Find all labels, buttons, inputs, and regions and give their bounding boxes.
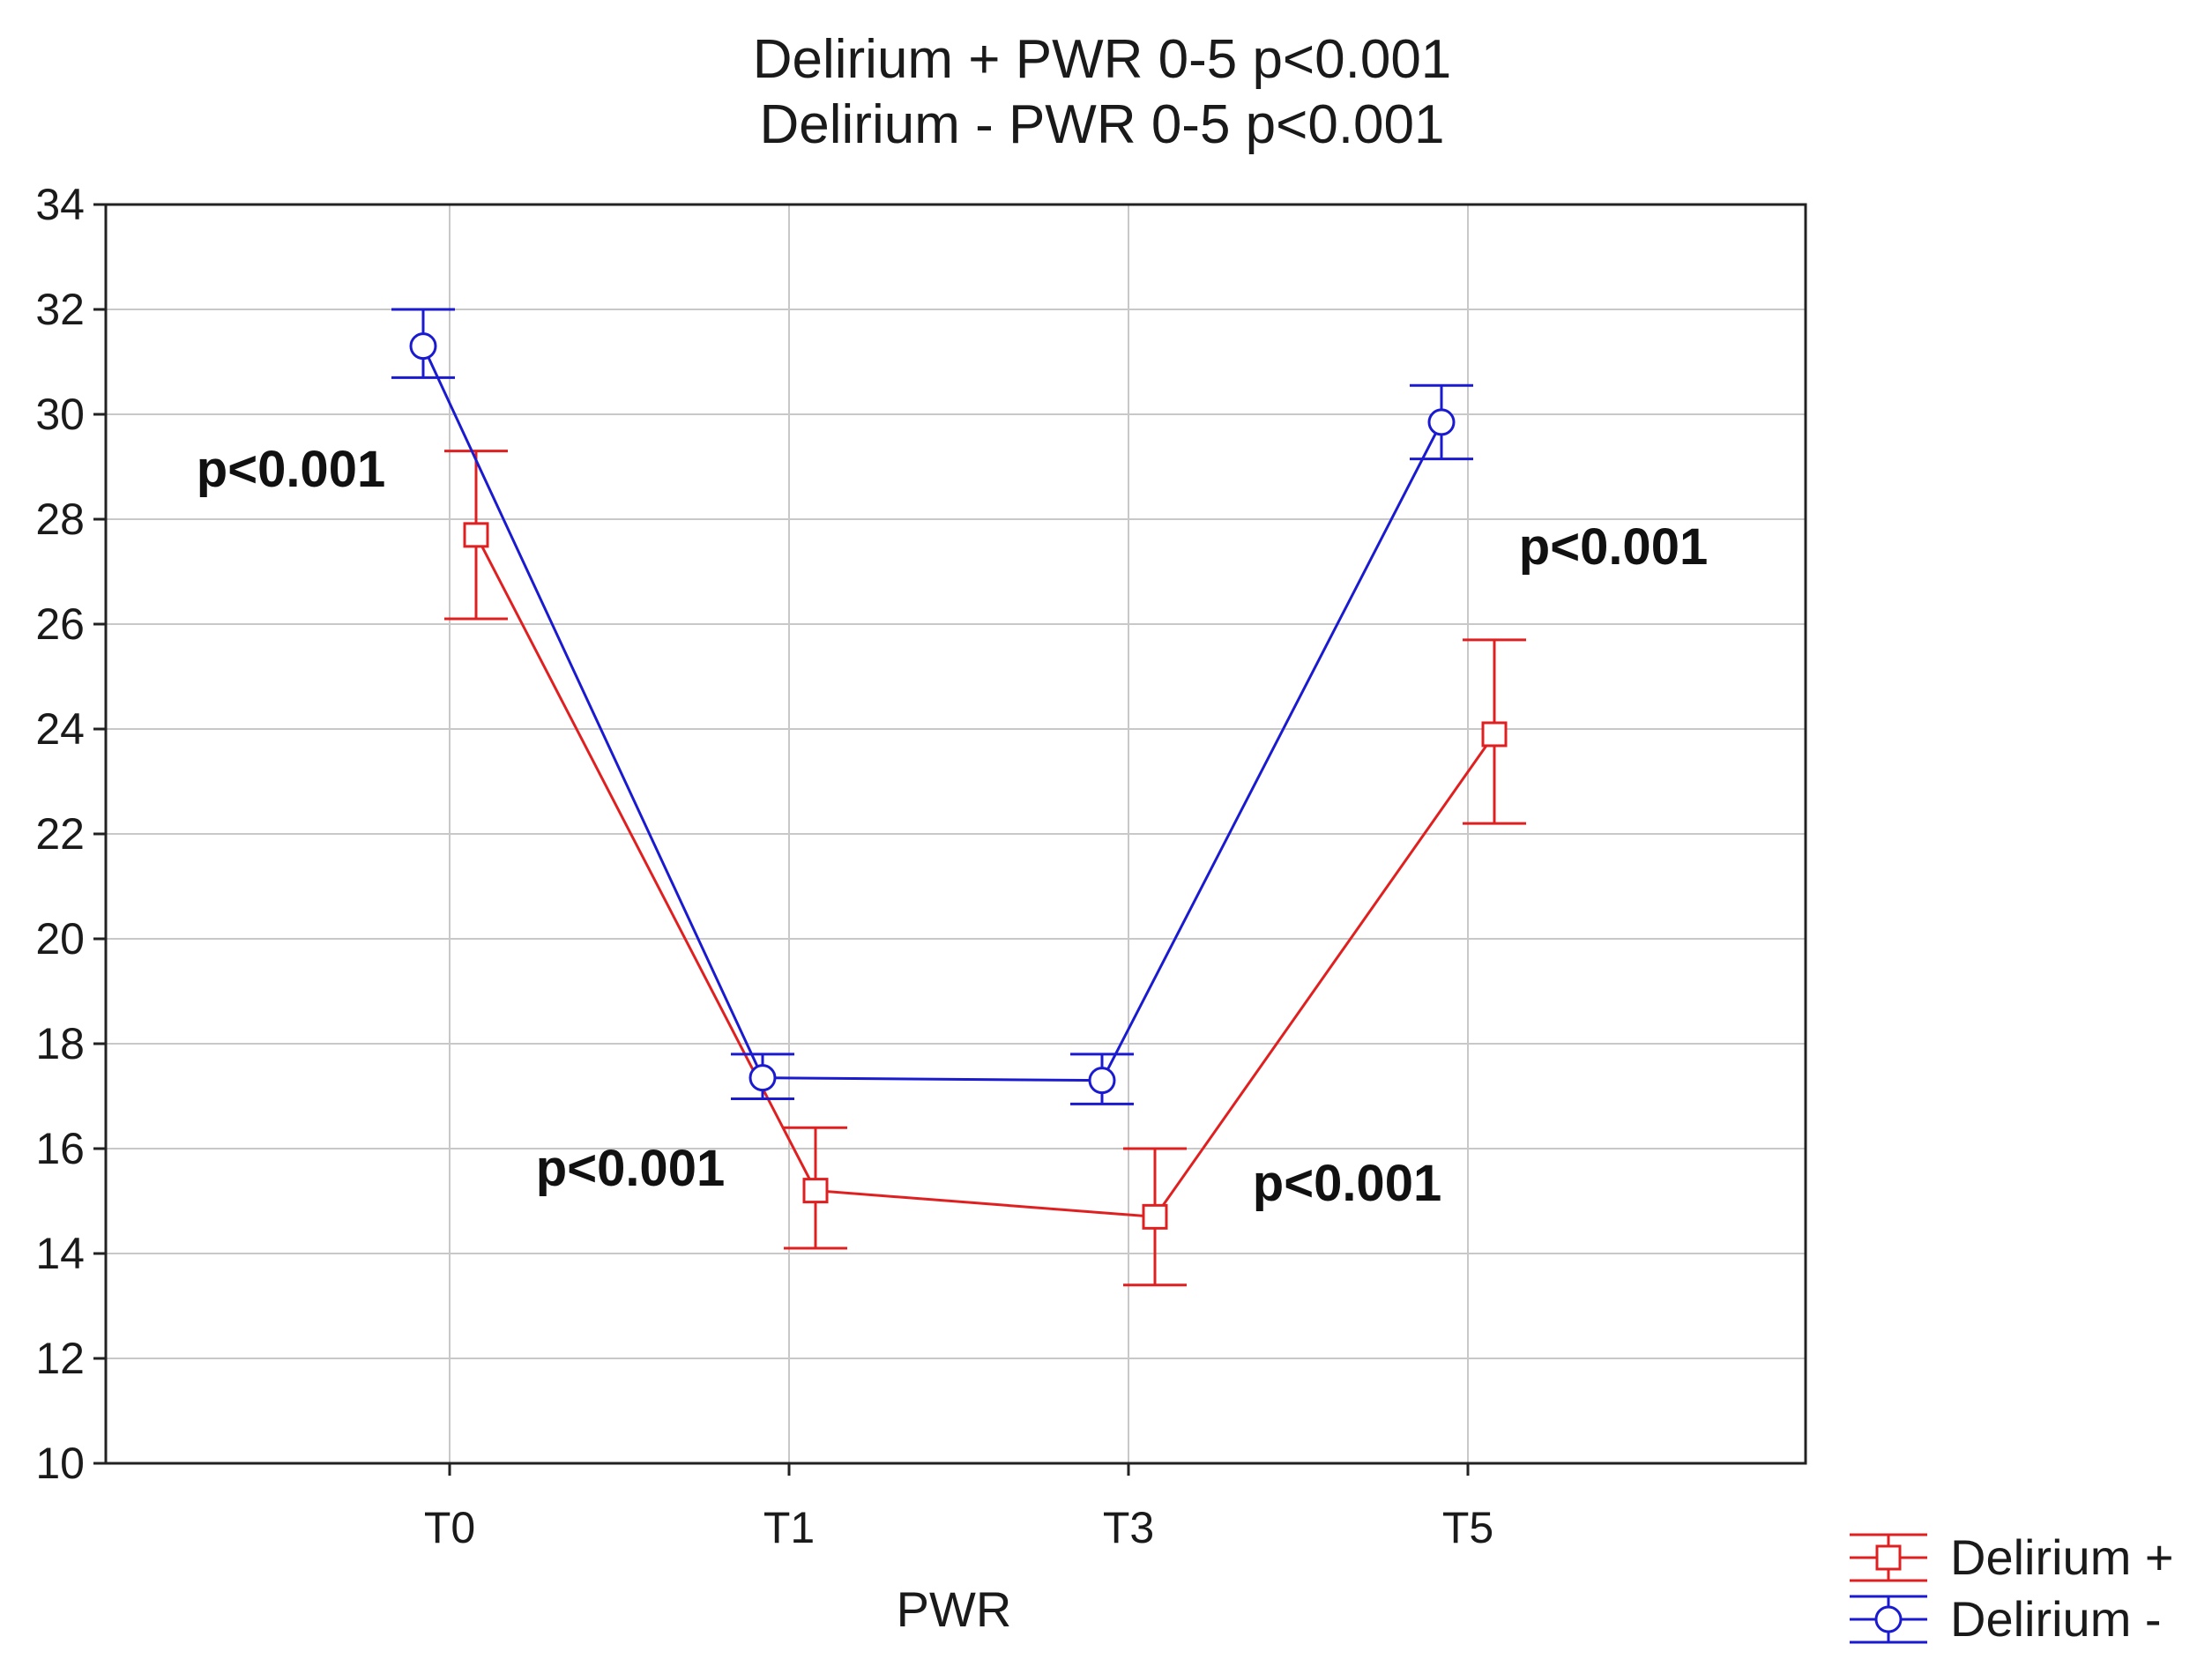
p-value-annotation-T3: p<0.001: [1253, 1155, 1441, 1212]
y-tick-label-34: 34: [35, 180, 85, 229]
y-tick-label-16: 16: [35, 1124, 85, 1173]
legend-label-delirium-minus: Delirium -: [1950, 1591, 2162, 1647]
data-point-delirium-minus-T0: [409, 332, 437, 361]
y-tick-label-20: 20: [35, 914, 85, 963]
legend: Delirium + Delirium -: [1850, 1529, 2174, 1647]
data-point-delirium-minus-T1: [749, 1064, 777, 1092]
plot-frame: [104, 203, 1807, 1465]
series-layer: [391, 308, 1526, 1287]
data-point-delirium-plus-T0: [463, 522, 489, 548]
p-value-annotation-T5: p<0.001: [1519, 518, 1708, 576]
p-value-annotation-T1: p<0.001: [536, 1140, 725, 1197]
chart-title-line-1: Delirium + PWR 0-5 p<0.001: [753, 29, 1452, 90]
y-tick-label-14: 14: [35, 1229, 85, 1278]
x-axis-ticks: T0 T1 T3 T5: [424, 1463, 1493, 1552]
legend-label-delirium-plus: Delirium +: [1950, 1529, 2174, 1585]
data-point-delirium-plus-T3: [1142, 1203, 1168, 1230]
series-delirium-minus: [391, 308, 1473, 1105]
data-point-delirium-plus-T1: [802, 1178, 829, 1204]
y-tick-label-26: 26: [35, 599, 85, 649]
data-point-delirium-plus-T5: [1481, 721, 1508, 748]
x-tick-label-T3: T3: [1103, 1503, 1154, 1552]
y-tick-label-28: 28: [35, 495, 85, 544]
y-tick-label-30: 30: [35, 390, 85, 439]
y-tick-label-24: 24: [35, 704, 85, 754]
legend-item-delirium-plus: Delirium +: [1850, 1529, 2174, 1585]
legend-item-delirium-minus: Delirium -: [1850, 1591, 2162, 1647]
y-tick-label-18: 18: [35, 1019, 85, 1068]
x-axis-label: PWR: [897, 1581, 1012, 1637]
data-point-delirium-minus-T5: [1427, 408, 1456, 436]
legend-marker-delirium-plus: [1875, 1544, 1902, 1571]
x-tick-label-T0: T0: [424, 1503, 475, 1552]
series-line-delirium-plus: [474, 534, 1496, 1218]
data-point-delirium-minus-T3: [1088, 1067, 1116, 1095]
x-tick-label-T5: T5: [1442, 1503, 1493, 1552]
y-tick-label-12: 12: [35, 1334, 85, 1383]
y-axis-ticks: 10 12 14 16 18 20 22 24 26 28 30 32 34: [35, 180, 106, 1488]
series-delirium-plus: [444, 450, 1526, 1287]
chart-title-line-2: Delirium - PWR 0-5 p<0.001: [760, 94, 1445, 155]
p-value-annotation-T0: p<0.001: [197, 441, 385, 498]
y-tick-label-32: 32: [35, 285, 85, 334]
gridlines: [106, 205, 1806, 1463]
y-tick-label-10: 10: [35, 1439, 85, 1488]
y-tick-label-22: 22: [35, 809, 85, 859]
legend-marker-delirium-minus: [1874, 1605, 1903, 1633]
series-line-delirium-minus: [421, 346, 1443, 1082]
annotations: p<0.001 p<0.001 p<0.001 p<0.001: [197, 441, 1708, 1212]
x-tick-label-T1: T1: [763, 1503, 815, 1552]
